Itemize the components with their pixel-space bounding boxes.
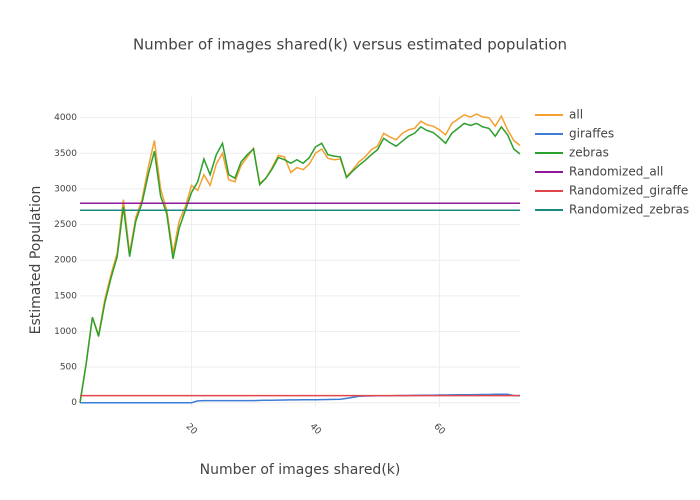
y-tick-label: 3500 — [54, 149, 77, 159]
y-tick-label: 2500 — [54, 220, 77, 230]
x-axis-label: Number of images shared(k) — [200, 462, 401, 478]
y-tick-label: 1500 — [54, 291, 77, 301]
legend-label: all — [569, 108, 583, 122]
y-tick-label: 1000 — [54, 327, 77, 337]
y-tick-label: 500 — [60, 363, 77, 373]
y-tick-label: 4000 — [54, 113, 77, 123]
x-tick-label: 20 — [184, 422, 199, 437]
line-series — [79, 113, 521, 403]
line-series — [79, 122, 521, 403]
y-axis-label: Estimated Population — [28, 186, 44, 335]
y-tick-label: 2000 — [54, 256, 77, 266]
legend-label: giraffes — [569, 127, 614, 141]
y-tick-label: 0 — [71, 398, 77, 408]
y-tick-label: 3000 — [54, 184, 77, 194]
legend-label: zebras — [569, 146, 609, 160]
legend-label: Randomized_giraffe — [569, 184, 688, 198]
x-tick-label: 40 — [308, 422, 323, 437]
chart-title: Number of images shared(k) versus estima… — [133, 36, 567, 54]
legend-label: Randomized_zebras — [569, 203, 689, 217]
x-tick-label: 60 — [431, 422, 446, 437]
legend-label: Randomized_all — [569, 165, 663, 179]
